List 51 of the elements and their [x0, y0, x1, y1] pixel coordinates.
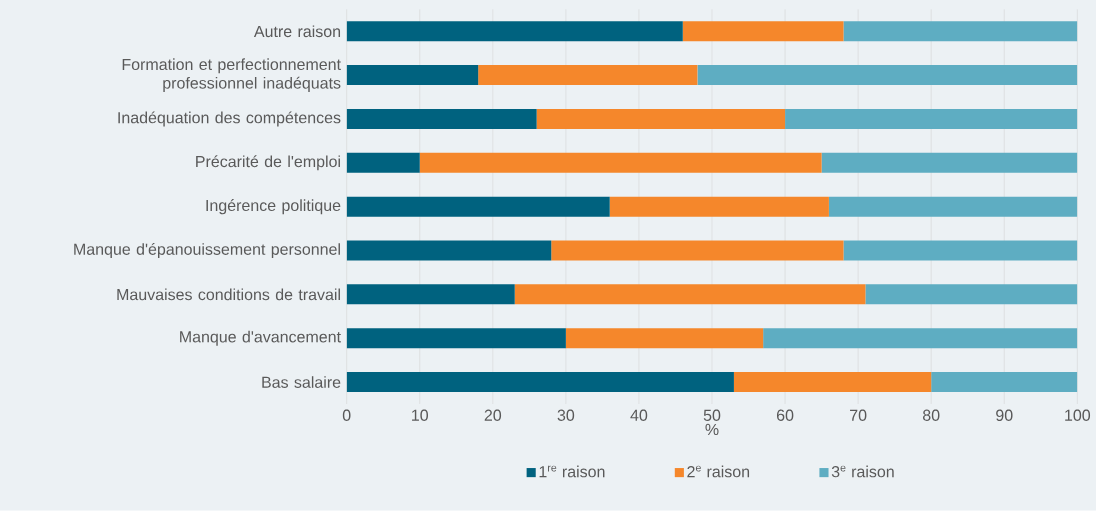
bar — [763, 328, 1078, 349]
x-tick-label: 90 — [996, 409, 1013, 422]
bar — [828, 196, 1078, 217]
x-axis-title: % — [705, 424, 719, 436]
bar — [865, 284, 1078, 305]
bar — [419, 152, 822, 173]
bar — [346, 328, 566, 349]
bar — [843, 21, 1078, 42]
bar — [478, 65, 698, 86]
bar — [346, 109, 537, 130]
bar — [843, 240, 1078, 261]
y-tick-label: Bas salaire — [262, 376, 341, 389]
x-tick-label: 50 — [703, 409, 721, 422]
y-tick-label: Mauvaises conditions de travail — [117, 288, 340, 301]
x-tick-label: 30 — [557, 409, 575, 422]
bar — [733, 372, 932, 393]
x-tick-label: 80 — [922, 409, 940, 422]
legend-label: 2$^{e}$ raison — [687, 465, 750, 478]
bar — [346, 372, 734, 393]
x-tick-label: 60 — [776, 409, 794, 422]
bar — [609, 196, 829, 217]
bar — [821, 152, 1078, 173]
bar — [346, 152, 420, 173]
legend-label: 3$^{e}$ raison — [831, 465, 894, 478]
x-tick-label: 40 — [630, 409, 648, 422]
x-tick-label: 0 — [342, 409, 351, 422]
legend-label: 1$^{re}$ raison — [539, 465, 605, 478]
bar — [346, 196, 610, 217]
y-tick-label: Manque d'avancement — [180, 330, 341, 346]
x-tick-label: 10 — [412, 409, 429, 422]
y-tick-label: Précarité de l'emploi — [196, 155, 340, 171]
bar — [565, 328, 764, 349]
bar — [514, 284, 866, 305]
x-tick-label: 20 — [484, 409, 502, 422]
bar — [346, 21, 683, 42]
y-tick-label: Manque d'épanouissement personnel — [74, 243, 340, 259]
y-tick-label: Ingérence politique — [206, 199, 341, 215]
bar — [536, 109, 786, 130]
y-tick-label: Formation et perfectionnement professionnel inadéquats — [122, 58, 341, 93]
bar — [931, 372, 1078, 393]
y-tick-label: Autre raison — [253, 25, 341, 38]
x-tick-label: 100 — [1065, 409, 1091, 422]
bar — [346, 65, 479, 86]
bar — [682, 21, 844, 42]
bar — [346, 284, 515, 305]
x-tick-label: 70 — [850, 409, 867, 422]
bar — [551, 240, 844, 261]
bar — [346, 240, 552, 261]
bar — [785, 109, 1078, 130]
y-tick-label: Inadéquation des compétences — [118, 111, 341, 127]
bar — [697, 65, 1078, 86]
